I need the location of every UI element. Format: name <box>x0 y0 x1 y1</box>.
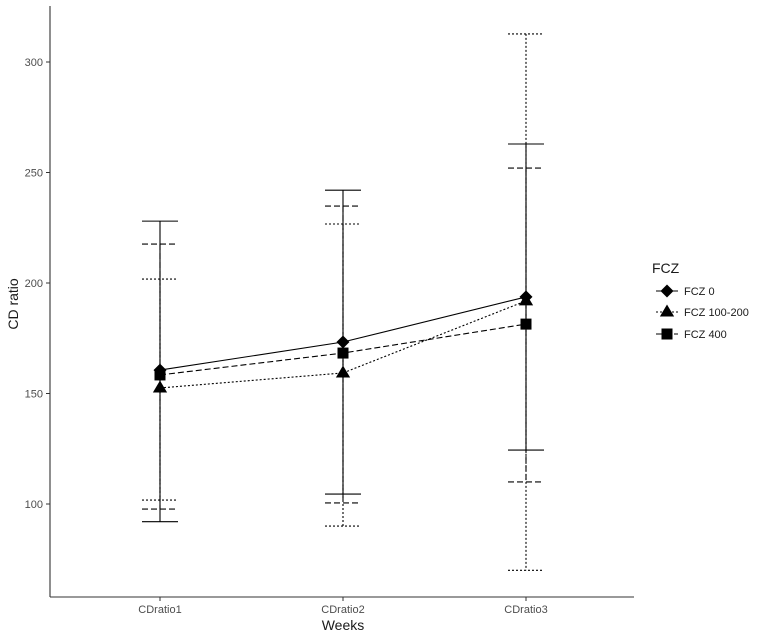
y-tick-label: 150 <box>25 389 43 401</box>
data-point-square-icon <box>154 369 166 381</box>
axes: 100 150 200 250 300 CDratio1 CDratio2 CDratio3 <box>25 6 634 616</box>
x-tick-label: CDratio1 <box>138 604 181 616</box>
error-bar <box>325 223 361 527</box>
x-axis-title: Weeks <box>322 617 365 633</box>
legend-label: FCZ 400 <box>684 329 727 341</box>
data-point-square-icon <box>520 318 532 330</box>
y-tick-label: 300 <box>25 57 43 69</box>
data-point-diamond-icon <box>336 335 350 349</box>
legend-item: FCZ 100-200 <box>656 304 749 319</box>
legend-item: FCZ 400 <box>656 328 727 341</box>
legend-title: FCZ <box>652 260 680 276</box>
data-point-triangle-icon <box>152 380 168 393</box>
data-point-triangle-icon <box>335 365 351 378</box>
legend: FCZ FCZ 0 FCZ 100-200 FCZ 400 <box>652 260 749 341</box>
y-tick-label: 200 <box>25 278 43 290</box>
legend-triangle-icon <box>659 304 675 317</box>
x-tick-label: CDratio2 <box>321 604 364 616</box>
series-line <box>159 300 527 389</box>
y-axis-title: CD ratio <box>5 278 21 330</box>
y-tick-label: 250 <box>25 168 43 180</box>
error-bar <box>142 243 178 510</box>
data-point-triangle-icon <box>518 293 534 306</box>
x-tick-label: CDratio3 <box>504 604 547 616</box>
legend-label: FCZ 0 <box>684 286 715 298</box>
plot-area <box>142 33 544 571</box>
legend-diamond-icon <box>660 284 674 298</box>
legend-item: FCZ 0 <box>656 284 715 298</box>
legend-label: FCZ 100-200 <box>684 307 749 319</box>
y-tick-label: 100 <box>25 499 43 511</box>
legend-square-icon <box>661 328 673 340</box>
data-point-square-icon <box>337 347 349 359</box>
